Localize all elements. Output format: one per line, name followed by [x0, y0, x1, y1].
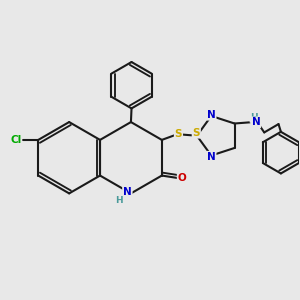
Text: N: N	[252, 117, 260, 127]
Text: S: S	[175, 129, 182, 139]
Text: N: N	[207, 110, 216, 120]
Text: H: H	[115, 196, 123, 205]
Text: N: N	[123, 187, 132, 197]
Text: Cl: Cl	[10, 135, 21, 145]
Text: N: N	[207, 152, 216, 162]
Text: S: S	[193, 128, 200, 138]
Text: H: H	[250, 113, 258, 122]
Text: O: O	[178, 173, 186, 183]
